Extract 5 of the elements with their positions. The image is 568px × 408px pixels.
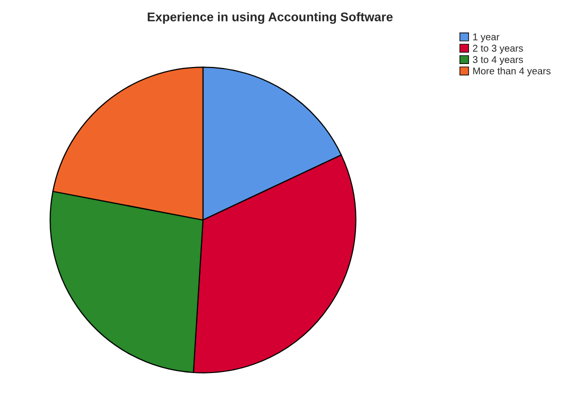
legend-label: 1 year [473, 34, 500, 42]
legend-label: 2 to 3 years [472, 44, 523, 54]
legend-label: More than 4 years [473, 67, 551, 76]
legend-label: 3 to 4 years [472, 56, 523, 65]
chart-title: Experience in using Accounting Software [148, 12, 393, 24]
